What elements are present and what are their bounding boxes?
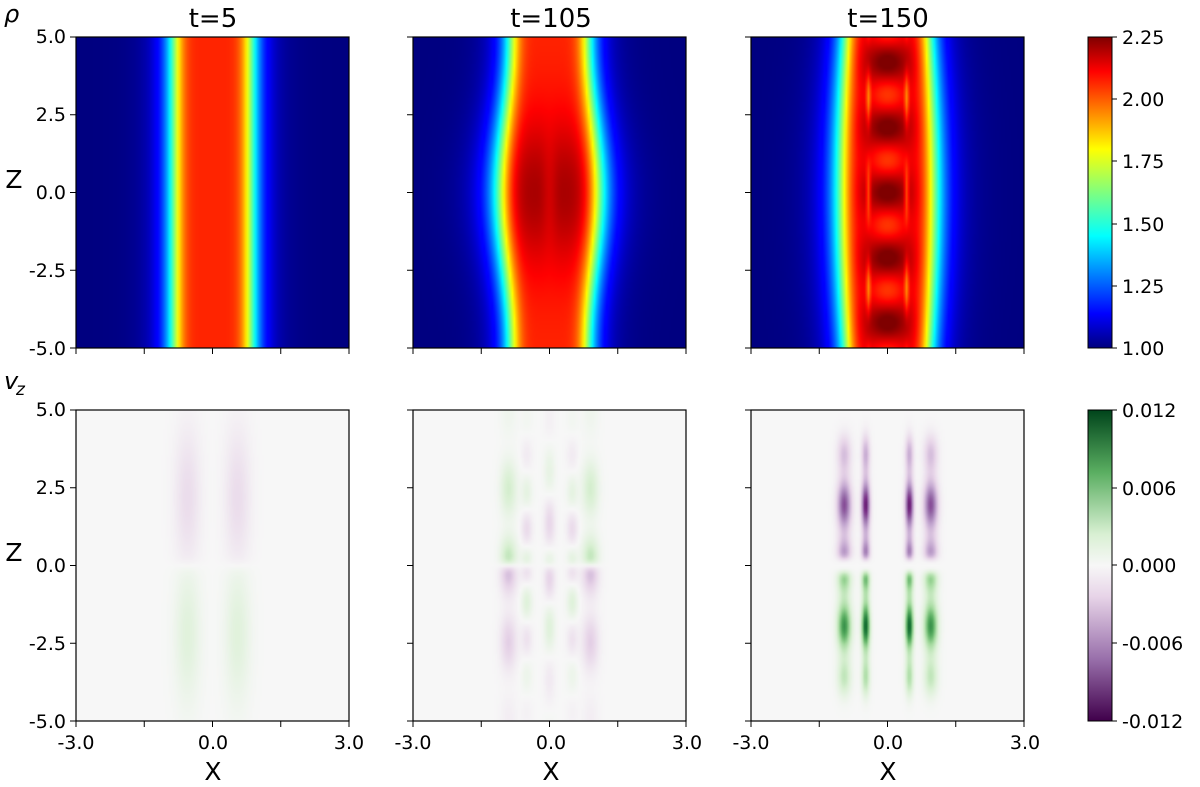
velocity-heatmap-t5 xyxy=(76,410,349,721)
velocity-heatmap-t105 xyxy=(413,410,686,721)
colorbar-tick-label: 2.25 xyxy=(1122,27,1164,49)
density-heatmap-t105 xyxy=(413,37,686,348)
density-colorbar xyxy=(1087,36,1113,349)
colorbar-tick-label: 2.00 xyxy=(1122,89,1164,111)
z-tick-label: 0.0 xyxy=(36,555,66,577)
z-tick-label: -2.5 xyxy=(29,633,66,655)
x-tick-label: 0.0 xyxy=(536,732,566,754)
x-tick-label: 3.0 xyxy=(334,732,364,754)
colorbar-tick-label: 1.50 xyxy=(1122,214,1164,236)
x-tick-label: 3.0 xyxy=(672,732,702,754)
x-tick-label: -3.0 xyxy=(57,732,94,754)
x-tick-label: -3.0 xyxy=(732,732,769,754)
z-tick-label: 2.5 xyxy=(36,477,66,499)
x-tick-label: 0.0 xyxy=(873,732,903,754)
z-tick-label: -2.5 xyxy=(29,260,66,282)
colorbar-tick-label: 0.006 xyxy=(1122,478,1176,500)
z-tick-label: 2.5 xyxy=(36,104,66,126)
colorbar-tick-label: 1.75 xyxy=(1122,151,1164,173)
colorbar-tick-label: 0.012 xyxy=(1122,400,1176,422)
z-tick-label: -5.0 xyxy=(29,711,66,733)
colorbar-tick-label: 1.25 xyxy=(1122,276,1164,298)
colorbar-tick-label: -0.012 xyxy=(1122,711,1183,733)
z-tick-label: 5.0 xyxy=(36,26,66,48)
x-tick-label: 3.0 xyxy=(1010,732,1040,754)
z-tick-label: 5.0 xyxy=(36,399,66,421)
density-heatmap-t5 xyxy=(76,37,349,348)
velocity-heatmap-t150 xyxy=(751,410,1024,721)
x-axis-label: X xyxy=(542,757,559,786)
velocity-colorbar xyxy=(1087,409,1113,722)
panel-title-1: t=5 xyxy=(189,4,238,34)
x-axis-label: X xyxy=(204,757,221,786)
z-axis-label-bottom: Z xyxy=(5,538,22,567)
colorbar-tick-label: 0.000 xyxy=(1122,555,1176,577)
panel-title-3: t=150 xyxy=(847,4,929,34)
z-tick-label: -5.0 xyxy=(29,338,66,360)
vz-symbol: v xyxy=(4,367,19,395)
panel-title-2: t=105 xyxy=(510,4,592,34)
vz-subscript: z xyxy=(15,380,26,400)
colorbar-tick-label: -0.006 xyxy=(1122,633,1183,655)
colorbar-tick-label: 1.00 xyxy=(1122,338,1164,360)
x-axis-label: X xyxy=(879,757,896,786)
z-tick-label: 0.0 xyxy=(36,182,66,204)
density-heatmap-t150 xyxy=(751,37,1024,348)
z-axis-label-top: Z xyxy=(5,165,22,194)
x-tick-label: -3.0 xyxy=(394,732,431,754)
rho-symbol: ρ xyxy=(4,0,19,28)
x-tick-label: 0.0 xyxy=(198,732,228,754)
